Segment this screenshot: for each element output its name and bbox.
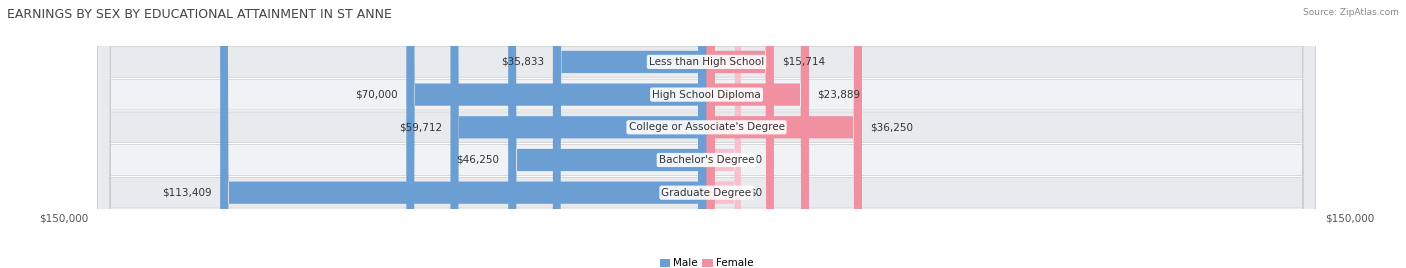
Text: $70,000: $70,000 <box>356 90 398 100</box>
Text: $0: $0 <box>749 188 762 198</box>
Text: $59,712: $59,712 <box>399 122 441 132</box>
FancyBboxPatch shape <box>707 0 808 268</box>
Text: $15,714: $15,714 <box>783 57 825 67</box>
Text: $23,889: $23,889 <box>817 90 860 100</box>
FancyBboxPatch shape <box>97 0 1316 268</box>
FancyBboxPatch shape <box>707 0 773 268</box>
Text: $0: $0 <box>749 155 762 165</box>
Text: Bachelor's Degree: Bachelor's Degree <box>659 155 754 165</box>
Text: $46,250: $46,250 <box>457 155 499 165</box>
Text: $35,833: $35,833 <box>501 57 544 67</box>
FancyBboxPatch shape <box>221 0 707 268</box>
FancyBboxPatch shape <box>707 0 741 268</box>
Text: EARNINGS BY SEX BY EDUCATIONAL ATTAINMENT IN ST ANNE: EARNINGS BY SEX BY EDUCATIONAL ATTAINMEN… <box>7 8 392 21</box>
Legend: Male, Female: Male, Female <box>655 254 758 268</box>
Text: Graduate Degree: Graduate Degree <box>661 188 752 198</box>
FancyBboxPatch shape <box>97 0 1316 268</box>
Text: High School Diploma: High School Diploma <box>652 90 761 100</box>
FancyBboxPatch shape <box>450 0 707 268</box>
FancyBboxPatch shape <box>508 0 707 268</box>
FancyBboxPatch shape <box>553 0 707 268</box>
Text: $113,409: $113,409 <box>162 188 212 198</box>
FancyBboxPatch shape <box>406 0 707 268</box>
Text: Source: ZipAtlas.com: Source: ZipAtlas.com <box>1303 8 1399 17</box>
FancyBboxPatch shape <box>97 0 1316 268</box>
Text: College or Associate's Degree: College or Associate's Degree <box>628 122 785 132</box>
FancyBboxPatch shape <box>97 0 1316 268</box>
FancyBboxPatch shape <box>97 0 1316 268</box>
Text: Less than High School: Less than High School <box>650 57 763 67</box>
FancyBboxPatch shape <box>707 0 741 268</box>
Text: $36,250: $36,250 <box>870 122 914 132</box>
FancyBboxPatch shape <box>707 0 862 268</box>
